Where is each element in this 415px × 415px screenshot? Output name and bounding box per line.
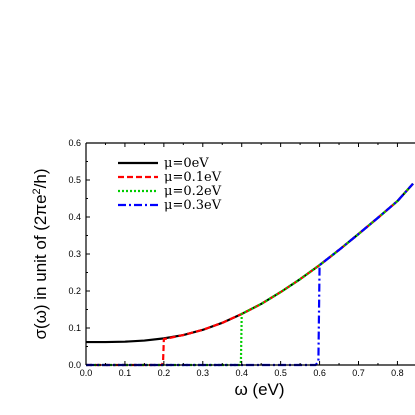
x-tick-label: 0.4 bbox=[235, 368, 248, 378]
legend-label-3: μ=0.2eV bbox=[164, 184, 222, 199]
series-layer bbox=[86, 182, 414, 367]
legend-label-2: μ=0.1eV bbox=[164, 170, 222, 185]
axes bbox=[85, 142, 415, 366]
y-tick-label: 0.5 bbox=[68, 175, 81, 185]
y-axis-title-sup: 2 bbox=[31, 188, 43, 194]
y-axis-title-end: /h) bbox=[31, 168, 50, 188]
y-tick-label: 0.1 bbox=[68, 323, 81, 333]
y-axis-title: σ(ω) in unit of (2πe2/h) bbox=[31, 168, 50, 339]
x-tick-label: 0.7 bbox=[352, 368, 365, 378]
x-tick-label: 0.2 bbox=[158, 368, 171, 378]
y-axis-title-main: σ(ω) in unit of (2πe bbox=[31, 194, 50, 339]
series-line-1 bbox=[86, 182, 414, 344]
y-tick-label: 0.4 bbox=[68, 212, 81, 222]
legend-label-1: μ=0eV bbox=[164, 156, 209, 171]
y-tick-label: 0.0 bbox=[68, 360, 81, 370]
series-line-2 bbox=[86, 182, 414, 367]
x-tick-label: 0.1 bbox=[119, 368, 132, 378]
series-line-4 bbox=[86, 182, 414, 367]
x-tick-label: 0.6 bbox=[313, 368, 326, 378]
x-tick-label: 0.8 bbox=[391, 368, 404, 378]
tick-labels: 0.0 0.1 0.2 0.3 0.4 0.5 0.6 0.7 0.8 0.0 0.1 0.2 0.3 0… bbox=[68, 138, 403, 378]
legend-label-4: μ=0.3eV bbox=[164, 198, 222, 213]
y-tick-label: 0.6 bbox=[68, 138, 81, 148]
y-tick-label: 0.3 bbox=[68, 249, 81, 259]
x-tick-label: 0.5 bbox=[274, 368, 287, 378]
x-tick-label: 0.0 bbox=[80, 368, 93, 378]
series-line-3 bbox=[86, 182, 414, 367]
y-tick-label: 0.2 bbox=[68, 286, 81, 296]
x-axis-title: ω (eV) bbox=[234, 380, 284, 399]
x-tick-label: 0.3 bbox=[197, 368, 210, 378]
